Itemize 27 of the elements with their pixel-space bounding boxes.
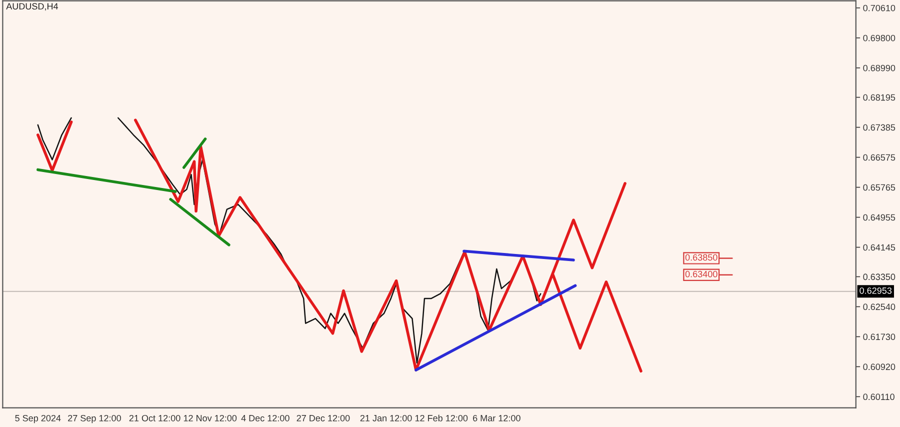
y-tick-label: 0.70610 xyxy=(863,4,896,12)
y-tick-label: 0.63350 xyxy=(863,274,896,280)
ref-line-label: 0.62953 xyxy=(860,287,892,294)
y-tick-label: 0.64955 xyxy=(863,214,896,221)
x-tick-label: 5 Sep 2024 xyxy=(15,414,61,424)
x-tick-label: 4 Dec 12:00 xyxy=(241,414,290,422)
ref-line-label: 0.63400 xyxy=(685,270,718,278)
x-tick-label: 12 Feb 12:00 xyxy=(415,414,468,422)
x-tick-label: 21 Oct 12:00 xyxy=(129,414,180,422)
y-tick-label: 0.62540 xyxy=(863,304,896,310)
x-tick-label: 27 Dec 12:00 xyxy=(296,414,350,422)
y-tick-label: 0.66575 xyxy=(863,154,896,161)
y-tick-label: 0.61730 xyxy=(863,334,896,340)
chart-title: AUDUSD,H4 xyxy=(6,3,58,11)
x-tick-label: 21 Jan 12:00 xyxy=(360,414,412,422)
y-tick-label: 0.68195 xyxy=(863,94,896,101)
y-tick-label: 0.60920 xyxy=(863,364,896,370)
x-tick-label: 6 Mar 12:00 xyxy=(473,414,520,422)
x-tick-label: 27 Sep 12:00 xyxy=(68,414,121,424)
y-tick-label: 0.65765 xyxy=(863,184,896,191)
y-tick-label: 0.68990 xyxy=(863,64,896,72)
ref-line-label: 0.63850 xyxy=(685,254,718,261)
y-tick-label: 0.67385 xyxy=(863,124,896,131)
y-tick-label: 0.60110 xyxy=(863,394,894,400)
x-tick-label: 12 Nov 12:00 xyxy=(184,414,237,422)
y-tick-label: 0.64145 xyxy=(863,244,896,251)
y-tick-label: 0.69800 xyxy=(863,34,896,42)
